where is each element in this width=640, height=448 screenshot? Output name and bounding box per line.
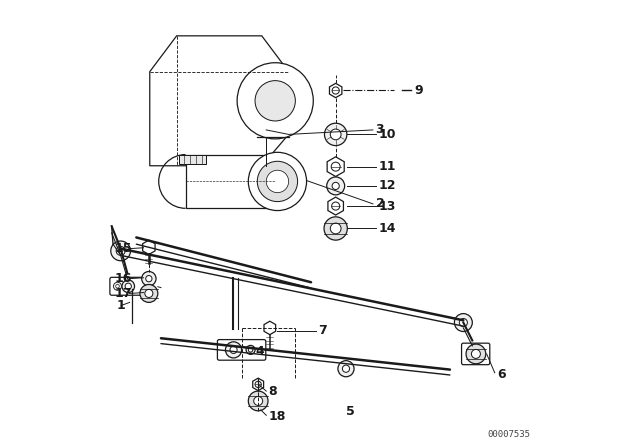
Circle shape [111,241,131,261]
Circle shape [146,276,152,282]
Text: 00007535: 00007535 [488,430,531,439]
Circle shape [225,342,242,358]
FancyBboxPatch shape [218,340,266,360]
Circle shape [266,170,289,193]
Circle shape [327,177,344,195]
Circle shape [324,123,347,146]
Circle shape [248,152,307,211]
Circle shape [145,289,153,297]
Text: 13: 13 [378,199,396,213]
Text: 17: 17 [115,287,132,300]
Polygon shape [179,155,206,164]
Circle shape [468,347,483,361]
Text: 1: 1 [116,299,125,312]
Circle shape [332,182,339,190]
Circle shape [472,350,479,358]
Circle shape [257,161,298,202]
Text: 10: 10 [378,128,396,141]
Polygon shape [253,378,264,391]
Polygon shape [150,36,289,166]
Circle shape [246,345,255,354]
Circle shape [116,246,125,255]
Text: 8: 8 [269,384,277,398]
Circle shape [122,280,134,293]
Text: 18: 18 [269,410,286,423]
Text: 7: 7 [317,324,326,337]
Circle shape [324,217,348,240]
Circle shape [330,223,341,234]
Circle shape [466,344,486,364]
Circle shape [248,348,253,352]
Text: 2: 2 [376,197,384,211]
Polygon shape [264,321,276,335]
Circle shape [113,282,122,290]
Circle shape [237,63,314,139]
Circle shape [255,381,261,388]
Polygon shape [143,240,155,254]
Circle shape [454,314,472,332]
Circle shape [332,202,340,210]
Circle shape [460,319,467,327]
Circle shape [472,349,481,358]
Circle shape [227,343,241,357]
Text: 15: 15 [115,242,132,255]
Polygon shape [328,197,344,215]
FancyBboxPatch shape [110,277,147,295]
Circle shape [342,365,349,372]
Polygon shape [330,83,342,98]
Text: 6: 6 [497,367,506,381]
Circle shape [332,87,339,94]
Circle shape [338,361,354,377]
Text: 9: 9 [414,84,422,97]
Circle shape [253,396,262,405]
Polygon shape [186,155,275,208]
Circle shape [116,284,119,288]
Circle shape [255,81,296,121]
Text: 14: 14 [378,222,396,235]
Circle shape [230,346,237,353]
Circle shape [248,391,268,411]
Circle shape [141,271,156,286]
Polygon shape [327,157,344,177]
Circle shape [330,129,341,140]
Text: 11: 11 [378,160,396,173]
Text: 12: 12 [378,179,396,193]
Text: 5: 5 [346,405,355,418]
Text: 3: 3 [376,123,384,137]
Circle shape [230,346,237,353]
FancyBboxPatch shape [461,343,490,365]
Circle shape [140,284,158,302]
Text: 4: 4 [255,345,264,358]
Circle shape [125,283,131,289]
Text: 16: 16 [115,272,132,285]
Circle shape [332,162,340,171]
